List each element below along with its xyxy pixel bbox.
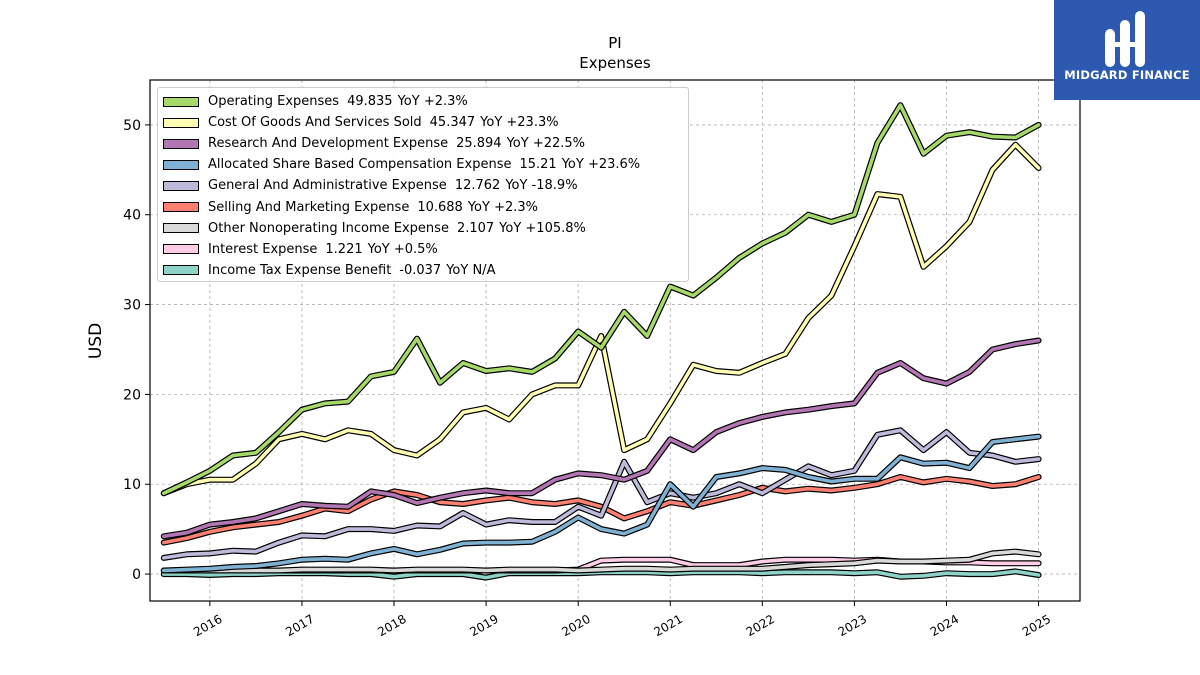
legend-item: Interest Expense 1.221 YoY +0.5% (163, 239, 688, 260)
y-axis-label: USD (86, 323, 106, 359)
legend-label: General And Administrative Expense (208, 178, 447, 194)
plot-frame (149, 79, 1081, 602)
legend-swatch (163, 159, 199, 170)
series-line-stroke (162, 428, 1041, 560)
x-tick-label: 2022 (744, 612, 777, 639)
chart-legend: Operating Expenses 49.835 YoY +2.3% Cost Of… (157, 87, 689, 282)
legend-yoy: YoY +23.3% (480, 115, 559, 131)
series-line (160, 141, 1042, 497)
legend-item: Research And Development Expense 25.894 Yo… (163, 133, 688, 154)
y-tick-label: 50 (123, 118, 141, 134)
legend-swatch (163, 117, 199, 128)
x-tick-label: 2025 (1020, 612, 1053, 639)
chart-title: PI (608, 34, 621, 52)
series-line-stroke (162, 103, 1041, 495)
legend-yoy: YoY -18.9% (505, 178, 578, 194)
legend-value: 10.688 (417, 199, 463, 215)
legend-swatch (163, 96, 199, 107)
legend-item: Selling And Marketing Expense 10.688 YoY +… (163, 196, 688, 217)
x-tick-label: 2023 (836, 612, 869, 639)
x-tick-label: 2017 (283, 612, 316, 639)
legend-item: General And Administrative Expense 12.762… (163, 175, 688, 196)
legend-item: Operating Expenses 49.835 YoY +2.3% (163, 91, 688, 112)
legend-swatch (163, 180, 199, 191)
legend-value: 49.835 (347, 94, 393, 110)
series-line (160, 102, 1042, 497)
legend-label: Other Nonoperating Income Expense (208, 220, 449, 236)
series-line (160, 337, 1042, 540)
series-line-stroke (162, 475, 1041, 545)
brand-name: MIDGARD FINANCE (1064, 68, 1190, 82)
series-line (160, 427, 1042, 561)
legend-swatch (163, 138, 199, 149)
legend-label: Operating Expenses (208, 94, 340, 110)
y-axis: 0 10 20 30 40 50 (123, 118, 150, 583)
legend-item: Allocated Share Based Compensation Expen… (163, 154, 688, 175)
series-line-stroke (162, 549, 1041, 573)
y-tick-label: 30 (123, 298, 141, 314)
legend-yoy: YoY +23.6% (561, 157, 641, 173)
legend-item: Income Tax Expense Benefit -0.037 YoY N/A (163, 260, 688, 281)
legend-item: Other Nonoperating Income Expense 2.107 Yo… (163, 218, 688, 239)
series-line (160, 433, 1042, 574)
legend-label: Allocated Share Based Compensation Expen… (208, 157, 512, 173)
legend-yoy: YoY +105.8% (499, 220, 586, 236)
x-tick-label: 2016 (191, 612, 224, 639)
legend-yoy: YoY +0.5% (367, 241, 438, 257)
x-axis: 2016 2017 2018 2019 2020 2021 2022 2023 2024 2025 (191, 601, 1053, 639)
midgard-logo-icon (1105, 11, 1145, 67)
legend-value: 12.762 (454, 178, 501, 194)
y-tick-label: 40 (123, 208, 141, 224)
legend-label: Income Tax Expense Benefit (208, 262, 392, 278)
legend-value: 45.347 (429, 115, 476, 131)
x-tick-label: 2018 (375, 612, 408, 639)
legend-label: Cost Of Goods And Services Sold (208, 115, 422, 131)
x-tick-label: 2024 (928, 612, 961, 639)
chart-subtitle: Expenses (579, 54, 651, 72)
legend-value: 15.21 (519, 157, 557, 173)
legend-value: -0.037 (399, 262, 442, 278)
x-tick-label: 2021 (652, 612, 685, 639)
series-line (160, 548, 1042, 574)
legend-yoy: YoY +2.3% (397, 94, 468, 110)
legend-swatch (163, 202, 199, 213)
legend-swatch (163, 265, 199, 276)
legend-label: Research And Development Expense (208, 136, 449, 152)
legend-yoy: YoY +22.5% (506, 136, 586, 152)
y-tick-label: 20 (123, 387, 141, 403)
legend-value: 1.221 (325, 241, 363, 257)
series-line-stroke (162, 338, 1041, 539)
y-tick-label: 0 (132, 567, 141, 583)
series-layer (160, 102, 1042, 581)
series-line-stroke (162, 142, 1041, 495)
x-tick-label: 2019 (467, 612, 500, 639)
legend-label: Selling And Marketing Expense (208, 199, 410, 215)
y-tick-label: 10 (123, 477, 141, 493)
legend-value: 25.894 (456, 136, 502, 152)
legend-swatch (163, 223, 199, 234)
legend-swatch (163, 244, 199, 255)
legend-yoy: YoY +2.3% (467, 199, 538, 215)
series-line-stroke (162, 434, 1041, 573)
series-line (160, 474, 1042, 546)
legend-value: 2.107 (456, 220, 495, 236)
x-tick-label: 2020 (559, 612, 592, 639)
legend-label: Interest Expense (208, 241, 318, 257)
legend-yoy: YoY N/A (446, 262, 496, 278)
brand-logo: MIDGARD FINANCE (1054, 0, 1200, 100)
legend-item: Cost Of Goods And Services Sold 45.347 YoY… (163, 112, 688, 133)
